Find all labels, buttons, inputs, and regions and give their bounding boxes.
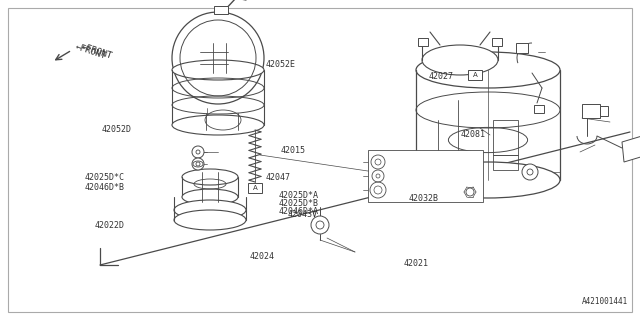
Text: 42024: 42024 <box>250 252 275 261</box>
Circle shape <box>196 150 200 154</box>
Bar <box>248 183 262 193</box>
Circle shape <box>311 216 329 234</box>
Bar <box>418 38 428 46</box>
Circle shape <box>316 221 324 229</box>
Bar <box>493 155 518 170</box>
Circle shape <box>522 164 538 180</box>
Circle shape <box>461 183 479 201</box>
Circle shape <box>172 12 264 104</box>
Text: 42025D*B: 42025D*B <box>278 199 319 208</box>
Text: 42022D: 42022D <box>95 221 125 230</box>
Text: 42047: 42047 <box>266 173 291 182</box>
Text: A421001441: A421001441 <box>582 297 628 306</box>
Ellipse shape <box>172 115 264 135</box>
Text: 42021: 42021 <box>403 260 428 268</box>
Text: 42046D*A: 42046D*A <box>278 207 319 216</box>
Bar <box>368 150 483 202</box>
Text: 42052E: 42052E <box>266 60 296 68</box>
Text: A: A <box>253 185 257 191</box>
Text: 42046D*B: 42046D*B <box>85 183 125 192</box>
Ellipse shape <box>174 210 246 230</box>
Bar <box>582 104 600 118</box>
Circle shape <box>192 158 204 170</box>
Bar <box>600 106 608 116</box>
Ellipse shape <box>174 200 246 220</box>
Text: ←FRONT: ←FRONT <box>80 43 113 61</box>
Text: 42027: 42027 <box>429 72 454 81</box>
Polygon shape <box>622 136 640 162</box>
Text: 42052D: 42052D <box>101 125 131 134</box>
Ellipse shape <box>416 162 560 198</box>
Bar <box>214 6 228 14</box>
Bar <box>468 70 482 80</box>
Bar <box>492 38 502 46</box>
Bar <box>493 120 518 155</box>
Text: 42043V: 42043V <box>288 210 318 219</box>
Text: 42032B: 42032B <box>408 194 438 203</box>
Circle shape <box>192 146 204 158</box>
Text: 42015: 42015 <box>280 146 305 155</box>
Circle shape <box>527 169 533 175</box>
Ellipse shape <box>182 169 238 185</box>
Text: ←FRONT: ←FRONT <box>74 43 108 61</box>
Ellipse shape <box>422 45 498 75</box>
Circle shape <box>466 188 474 196</box>
Bar <box>534 105 544 113</box>
Ellipse shape <box>416 52 560 88</box>
Circle shape <box>196 162 200 166</box>
Bar <box>516 43 528 53</box>
Ellipse shape <box>172 60 264 80</box>
Text: 42025D*C: 42025D*C <box>85 173 125 182</box>
Text: 42025D*A: 42025D*A <box>278 191 319 200</box>
Text: 42081: 42081 <box>461 130 486 139</box>
Text: A: A <box>472 72 477 78</box>
Ellipse shape <box>182 189 238 205</box>
